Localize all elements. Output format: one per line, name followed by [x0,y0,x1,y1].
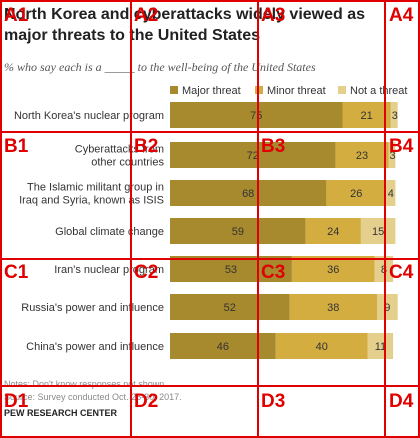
category-label: Cyberattacks from other countries [75,144,165,169]
legend-swatch [338,86,346,94]
notes-line: Notes: Don't know responses not shown. [4,379,167,389]
bar-segment [342,102,391,128]
data-label: 59 [232,226,244,238]
bar-segment [388,142,396,168]
grid-label: D4 [389,391,414,412]
chart-title: North Korea and cyberattacks widely view… [4,6,366,44]
data-label: 8 [381,264,387,276]
grid-line-vertical [257,0,259,438]
category-label: North Korea's nuclear program [14,110,164,122]
data-label: 23 [356,150,368,162]
grid-label: D3 [261,391,286,412]
bar-segment [335,142,389,168]
grid-label: D1 [4,391,29,412]
data-label: 21 [361,110,373,122]
grid-label: B4 [389,136,414,157]
bar-segment [360,218,396,244]
grid-label: B2 [134,136,159,157]
grid-label: A3 [261,5,286,26]
bar-segment [289,294,377,320]
legend-label: Major threat [182,85,241,97]
bar-segment [386,180,396,206]
bar-segment [170,142,336,168]
bar-segment [326,180,387,206]
grid-label: A1 [4,5,29,26]
data-label: 68 [242,188,254,200]
data-label: 75 [250,110,262,122]
bar-segment [374,256,394,282]
bar-segment [170,256,292,282]
data-label: 4 [388,188,394,200]
grid-label: C4 [389,262,414,283]
bar-segment [170,102,343,128]
grid-line-horizontal [0,436,420,438]
grid-line-horizontal [0,131,420,133]
grid-line-vertical [418,0,420,438]
data-label: 46 [217,341,229,353]
data-label: 9 [384,302,390,314]
grid-label: A2 [134,5,159,26]
chart-subtitle: % who say each is a _____ to the well-be… [4,60,316,74]
grid-line-vertical [130,0,132,438]
data-label: 26 [350,188,362,200]
grid-label: D2 [134,391,159,412]
data-label: 72 [247,150,259,162]
grid-line-horizontal [0,0,420,2]
bar-segment [170,218,306,244]
bar-segment [367,333,394,359]
chart-notes: Notes: Don't know responses not shown. S… [4,378,182,404]
grid-label: A4 [389,5,414,26]
legend-swatch [255,86,263,94]
legend-swatch [170,86,178,94]
data-label: 38 [327,302,339,314]
bar-segment [170,294,290,320]
data-label: 40 [316,341,328,353]
category-label: Russia's power and influence [21,302,164,314]
grid-line-horizontal [0,385,420,387]
grid-label: B3 [261,136,286,157]
category-label: China's power and influence [26,341,164,353]
category-label: Global climate change [55,226,164,238]
bar-segment [305,218,361,244]
data-label: 53 [225,264,237,276]
data-label: 3 [389,150,395,162]
bar-segment [170,180,327,206]
legend-label: Not a threat [350,85,407,97]
bar-segment [275,333,368,359]
bar-segment [390,102,398,128]
bar-segment [291,256,375,282]
category-label: The Islamic militant group in Iraq and Sy… [19,182,164,207]
data-label: 52 [224,302,236,314]
data-label: 36 [327,264,339,276]
data-label: 11 [375,341,386,353]
category-label: Iran's nuclear program [54,264,164,276]
data-label: 24 [327,226,339,238]
data-label: 15 [372,226,384,238]
grid-label: C2 [134,262,159,283]
grid-line-vertical [384,0,386,438]
data-label: 3 [392,110,398,122]
source-line: Source: Survey conducted Oct. 25-30, 201… [4,392,182,402]
grid-label: C1 [4,262,29,283]
grid-label: B1 [4,136,29,157]
bar-segment [377,294,398,320]
grid-label: C3 [261,262,286,283]
grid-line-horizontal [0,258,420,260]
legend-label: Minor threat [267,85,326,97]
grid-line-vertical [0,0,2,438]
source-organization: PEW RESEARCH CENTER [4,408,118,418]
